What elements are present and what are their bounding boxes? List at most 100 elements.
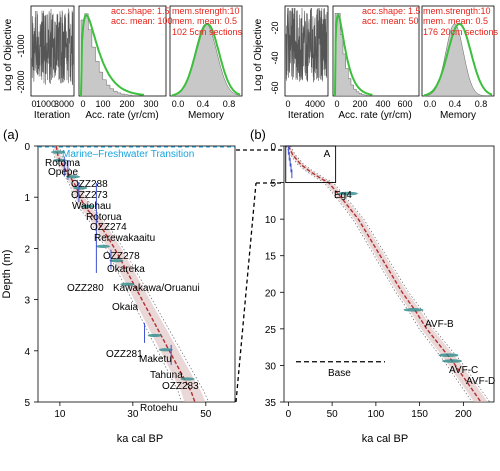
sample-label: Kawakawa/Oruanui (113, 283, 200, 294)
tephra-marker (442, 359, 462, 363)
accrate-a-xlabel: Acc. rate (yr/cm) (85, 110, 158, 121)
panel-b-ci-bound (290, 145, 490, 403)
sample-label: Tahuna (150, 370, 183, 381)
memory-b-xtick-1: 0.0 (424, 99, 437, 109)
memory-a-xlabel: Memory (188, 110, 224, 121)
panel-a-xlabel: ka cal BP (117, 433, 163, 445)
accrate-a-xtick-2: 100 (95, 99, 110, 109)
memory-b-setting-2: mem. mean: 0.5 (423, 16, 488, 26)
transition-label: Marine–Freshwater Transition (62, 149, 194, 160)
panel-b-xtick-label: 50 (327, 409, 339, 420)
panel-b-xtick-label: 0 (286, 409, 292, 420)
accrate-b-setting-2: acc. mean: 50 (362, 16, 419, 26)
tephra-marker (80, 204, 95, 209)
panel-label-a: (a) (3, 127, 19, 142)
trace-b-xtick-2: 4000 (305, 99, 325, 109)
memory-b-xlabel: Memory (440, 110, 476, 121)
trace-b-ytick-3: -60 (270, 81, 280, 94)
panel-a-ytick-label: 5 (24, 398, 30, 409)
accrate-b-prior-curve (334, 13, 373, 97)
memory-b-setting-1: mem.strength:10 (423, 6, 491, 16)
memory-a-setting-1: mem.strength:10 (172, 6, 240, 16)
panel-b-ytick-label: 35 (265, 398, 277, 409)
panel-a-xtick-label: 50 (200, 409, 212, 420)
tephra-marker (109, 259, 124, 263)
trace-b-ytick-2: -40 (270, 51, 280, 64)
accrate-a-xtick-3: 200 (119, 99, 134, 109)
memory-a-setting-3: 102 5cm sections (172, 27, 243, 37)
sample-label: AVF-D (466, 376, 495, 387)
tephra-marker (51, 150, 66, 154)
panel-b-ytick-label: 10 (265, 215, 277, 226)
sample-label: AVF-C (449, 365, 478, 376)
memory-b-setting-3: 176 20cm sections (423, 27, 499, 37)
trace-line (31, 8, 74, 86)
trace-a-xlabel: Iteration (34, 110, 70, 121)
accrate-a-setting-1: acc.shape: 1.5 (111, 6, 170, 16)
accrate-a-histogram (80, 13, 133, 97)
accrate-b-setting-1: acc.shape: 1.5 (362, 6, 421, 16)
panel-a-median-age (55, 145, 196, 403)
sample-label: Eg4 (334, 190, 352, 201)
tephra-marker (66, 175, 81, 179)
sample-label: OZZ280 (67, 283, 104, 294)
panel-b-xtick-label: 100 (368, 409, 385, 420)
panel-b: ka cal BP 0 50 100 150 200 0 5 10 15 20 25 30 35 Eg4 A… (265, 142, 495, 445)
zoom-box (285, 145, 337, 184)
memory-b-xtick-3: 0.8 (475, 99, 488, 109)
sample-label: OZZ273 (71, 190, 108, 201)
panel-b-ytick-label: 5 (270, 179, 276, 190)
panel-a-ci-bound (59, 145, 209, 403)
trace-a-ytick-1: -1000 (16, 34, 26, 57)
tephra-marker (403, 308, 424, 312)
panel-a-ylabel: Depth (m) (1, 250, 13, 299)
sample-label: Rotoehu (140, 403, 178, 414)
base-label: Base (328, 368, 351, 379)
panel-b-ytick-label: 0 (270, 142, 276, 153)
memory-a-setting-2: mem. mean: 0.5 (172, 16, 237, 26)
sample-label: Opepe (48, 167, 78, 178)
panel-b-ytick-label: 25 (265, 325, 277, 336)
accrate-a-xtick-4: 300 (143, 99, 158, 109)
insets-b-ylabel: Log of Objective (253, 18, 264, 91)
sample-label: Maketu (139, 354, 172, 365)
sample-label: OZZ283 (162, 381, 199, 392)
panel-a-ytick-label: 2 (24, 244, 30, 255)
panel-a-ytick-label: 0 (24, 142, 30, 153)
tephra-marker (337, 191, 358, 196)
panel-b-xtick-label: 150 (411, 409, 428, 420)
panel-a-ytick-label: 3 (24, 296, 30, 307)
panel-b-frame (283, 145, 495, 403)
sample-label: OZZ274 (90, 222, 127, 233)
trace-b-series (285, 7, 328, 83)
memory-a-xtick-3: 0.8 (223, 99, 236, 109)
tephra-marker (147, 333, 162, 338)
panel-a-xtick-label: 10 (54, 409, 66, 420)
sample-label: Okareka (107, 264, 145, 275)
accrate-a-prior-curve (80, 13, 145, 97)
tephra-marker (95, 244, 110, 248)
insets-b: Log of Objective -20 -40 -60 0 4000 Iter… (253, 5, 499, 121)
accrate-b-frame (332, 5, 420, 97)
panel-a-uncertainty-envelope (53, 146, 206, 402)
panel-b-xlabel: ka cal BP (362, 433, 408, 445)
accrate-b-xlabel: Acc. rate (yr/cm) (338, 110, 411, 121)
memory-a-xtick-1: 0.0 (172, 99, 185, 109)
memory-b-xtick-2: 0.4 (449, 99, 462, 109)
accrate-a-xtick-1: 0 (80, 99, 85, 109)
trace-b-xtick-1: 0 (285, 99, 290, 109)
tephra-marker (52, 158, 67, 162)
trace-b-xlabel: Iteration (288, 110, 324, 121)
zoom-connectors (235, 149, 284, 403)
sample-label: Rotoma (45, 158, 80, 169)
panel-label-b: (b) (250, 127, 266, 142)
accrate-b-xtick-2: 200 (352, 99, 367, 109)
panel-a-frame (37, 145, 236, 403)
accrate-a-setting-2: acc. mean: 100 (111, 16, 173, 26)
sample-label: AVF-B (425, 319, 454, 330)
memory-a-prior-curve (171, 22, 241, 97)
sample-label: OZZ288 (71, 179, 108, 190)
panel-b-ytick-label: 15 (265, 252, 277, 263)
tephra-marker (180, 377, 195, 381)
